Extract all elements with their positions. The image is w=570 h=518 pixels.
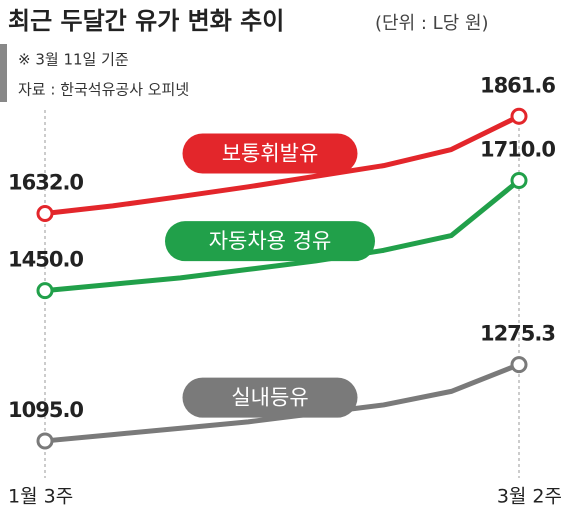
marker xyxy=(36,282,54,300)
chart-title: 최근 두달간 유가 변화 추이 xyxy=(8,7,284,35)
marker xyxy=(36,432,54,450)
legend-label: 보통휘발유 xyxy=(222,142,319,166)
marker xyxy=(510,171,528,189)
legend-label: 실내등유 xyxy=(231,386,308,410)
legend-pill xyxy=(165,221,375,262)
marker xyxy=(510,107,528,125)
x-tick-label: 1월 3주 xyxy=(8,486,73,508)
note-bar xyxy=(0,44,7,102)
marker xyxy=(510,356,528,374)
value-label: 1275.3 xyxy=(480,322,555,346)
value-label: 1710.0 xyxy=(480,137,555,161)
marker xyxy=(36,205,54,223)
value-label: 1861.6 xyxy=(480,73,555,97)
value-label: 1450.0 xyxy=(8,248,83,272)
line xyxy=(44,114,521,216)
x-tick-label: 3월 2주 xyxy=(497,486,562,508)
note: ※ 3월 11일 기준 xyxy=(18,51,129,69)
value-label: 1095.0 xyxy=(8,398,83,422)
unit: (단위 : L당 원) xyxy=(375,13,489,34)
value-label: 1632.0 xyxy=(8,171,83,195)
legend-label: 자동차용 경유 xyxy=(209,229,332,253)
legend-pill xyxy=(182,377,358,418)
note: 자료 : 한국석유공사 오피넷 xyxy=(18,81,189,99)
legend-pill xyxy=(182,133,358,174)
line xyxy=(44,178,521,294)
